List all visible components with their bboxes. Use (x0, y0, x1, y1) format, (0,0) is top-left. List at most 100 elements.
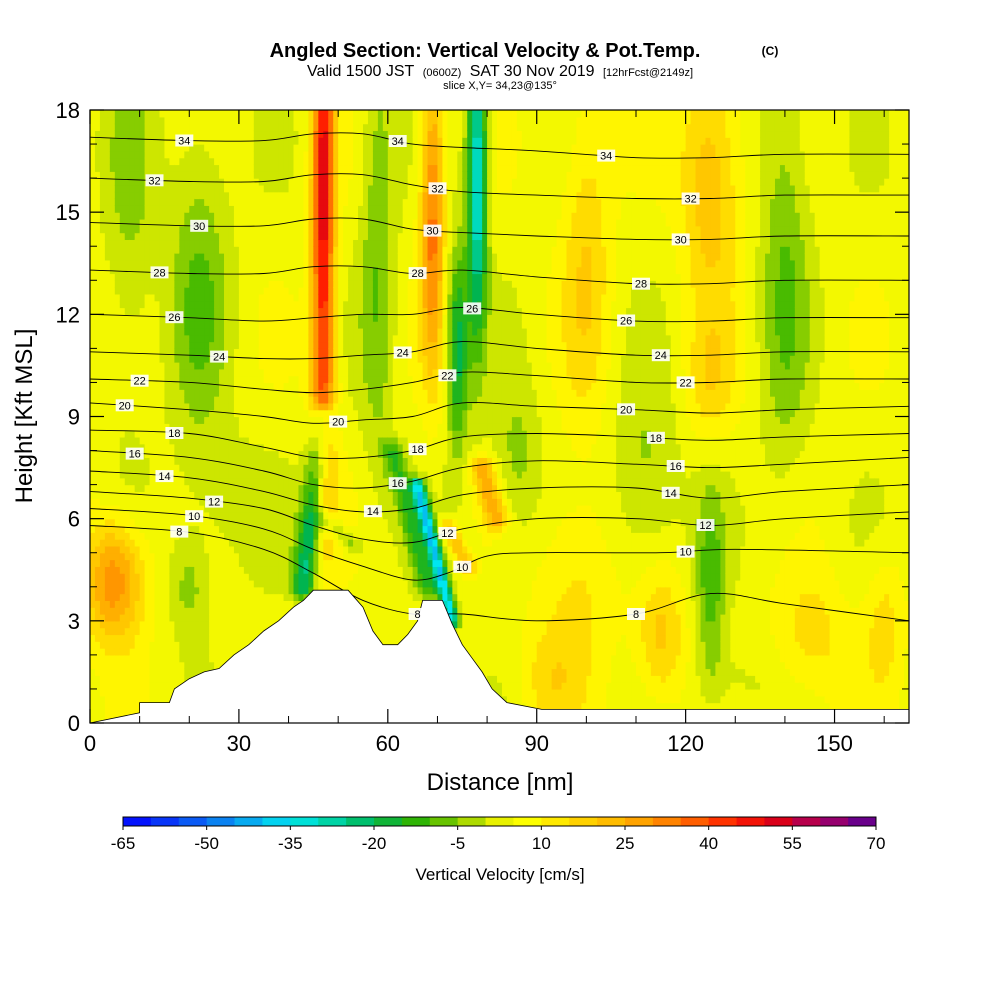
velocity-cell (358, 423, 364, 431)
velocity-cell (283, 436, 290, 445)
velocity-cell (248, 484, 255, 493)
velocity-cell (328, 314, 334, 322)
velocity-cell (90, 246, 96, 254)
velocity-cell (144, 477, 151, 486)
velocity-cell (109, 491, 116, 499)
velocity-cell (238, 525, 245, 533)
velocity-cell (94, 648, 101, 656)
velocity-cell (323, 273, 329, 281)
velocity-cell (358, 545, 364, 554)
velocity-cell (258, 498, 265, 506)
velocity-cell (129, 355, 136, 363)
velocity-cell (174, 586, 180, 595)
velocity-cell (348, 389, 354, 397)
velocity-cell (238, 253, 245, 261)
velocity-cell (353, 396, 359, 404)
velocity-cell (333, 484, 339, 493)
velocity-cell (293, 232, 300, 241)
velocity-cell (139, 150, 146, 159)
velocity-cell (174, 389, 180, 397)
velocity-cell (224, 491, 230, 499)
velocity-cell (124, 341, 131, 349)
velocity-cell (358, 396, 364, 404)
velocity-cell (179, 191, 185, 200)
velocity-cell (228, 430, 235, 438)
velocity-cell (353, 293, 359, 302)
velocity-cell (268, 164, 275, 172)
velocity-cell (144, 116, 151, 125)
velocity-cell (114, 648, 121, 656)
velocity-cell (149, 157, 156, 166)
velocity-cell (273, 334, 280, 343)
velocity-cell (333, 348, 339, 356)
velocity-cell (258, 334, 265, 343)
velocity-cell (303, 348, 309, 356)
velocity-cell (139, 362, 146, 370)
velocity-cell (114, 375, 121, 384)
velocity-cell (353, 150, 359, 159)
velocity-cell (104, 409, 111, 418)
velocity-cell (119, 389, 126, 397)
velocity-cell (194, 634, 200, 642)
velocity-cell (318, 552, 324, 561)
velocity-cell (224, 130, 230, 138)
velocity-cell (129, 178, 136, 186)
velocity-cell (184, 545, 190, 554)
velocity-cell (224, 266, 230, 275)
velocity-cell (323, 484, 329, 493)
velocity-cell (288, 239, 295, 247)
velocity-cell (318, 579, 324, 588)
velocity-cell (248, 327, 255, 336)
velocity-cell (159, 552, 166, 561)
velocity-cell (144, 205, 151, 213)
velocity-cell (253, 539, 260, 547)
velocity-cell (258, 191, 265, 200)
velocity-cell (179, 498, 185, 506)
velocity-cell (129, 457, 136, 465)
velocity-cell (159, 620, 166, 629)
velocity-cell (134, 409, 141, 418)
velocity-cell (154, 545, 161, 554)
velocity-cell (288, 157, 295, 166)
velocity-cell (358, 477, 364, 486)
velocity-cell (318, 300, 324, 309)
velocity-cell (248, 505, 255, 513)
velocity-cell (134, 389, 141, 397)
velocity-cell (144, 688, 151, 697)
velocity-cell (189, 396, 195, 404)
velocity-cell (323, 470, 329, 479)
velocity-cell (228, 116, 235, 125)
velocity-cell (298, 307, 305, 315)
velocity-cell (253, 110, 260, 118)
velocity-cell (209, 443, 215, 452)
velocity-cell (219, 123, 225, 132)
velocity-cell (219, 539, 225, 547)
velocity-cell (348, 348, 354, 356)
velocity-cell (149, 246, 156, 254)
velocity-cell (214, 314, 220, 322)
velocity-cell (353, 253, 359, 261)
velocity-cell (124, 634, 131, 642)
velocity-cell (104, 593, 111, 601)
velocity-cell (363, 539, 369, 547)
velocity-cell (328, 491, 334, 499)
velocity-cell (214, 566, 220, 574)
velocity-cell (164, 157, 171, 166)
velocity-cell (184, 423, 190, 431)
velocity-cell (184, 586, 190, 595)
velocity-cell (268, 402, 275, 411)
velocity-cell (308, 341, 314, 349)
velocity-cell (214, 491, 220, 499)
velocity-cell (204, 430, 210, 438)
velocity-cell (119, 307, 126, 315)
velocity-cell (144, 225, 151, 234)
velocity-cell (179, 416, 185, 424)
velocity-cell (209, 266, 215, 275)
velocity-cell (134, 327, 141, 336)
velocity-cell (129, 648, 136, 656)
velocity-cell (224, 416, 230, 424)
velocity-cell (119, 709, 126, 717)
velocity-cell (293, 423, 300, 431)
velocity-cell (90, 137, 96, 145)
velocity-cell (144, 600, 151, 608)
